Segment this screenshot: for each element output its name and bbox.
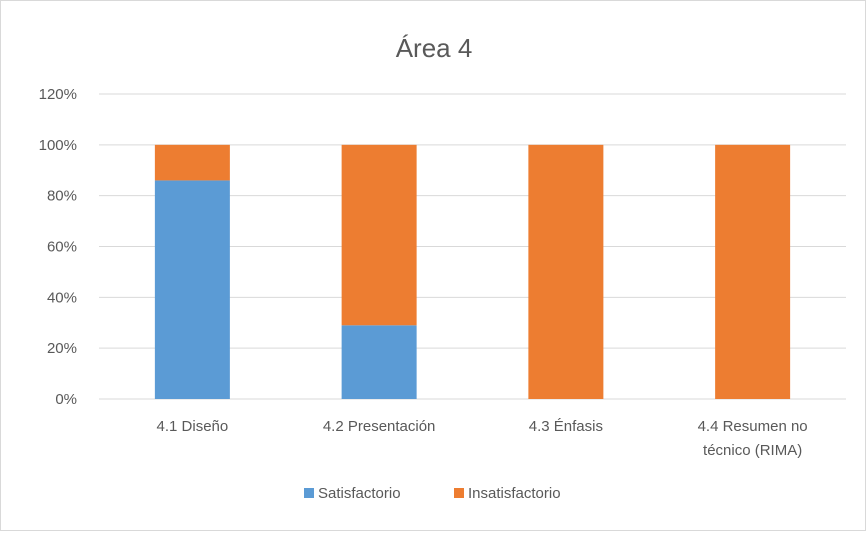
bar-insatisfactorio bbox=[154, 144, 230, 181]
y-axis-tick-labels: 0% 20% 40% 60% 80% 100% 120% bbox=[39, 86, 77, 408]
chart-title: Área 4 bbox=[396, 33, 473, 63]
legend-label: Insatisfactorio bbox=[468, 485, 561, 502]
y-tick-label: 20% bbox=[47, 340, 77, 357]
bar-satisfactorio bbox=[341, 325, 417, 399]
x-category-label: 4.4 Resumen no técnico (RIMA) bbox=[698, 418, 808, 459]
y-tick-label: 40% bbox=[47, 289, 77, 306]
y-tick-label: 120% bbox=[39, 86, 77, 103]
bar-insatisfactorio bbox=[528, 144, 604, 399]
x-category-label: 4.1 Diseño bbox=[157, 418, 229, 435]
x-axis-category-labels: 4.1 Diseño 4.2 Presentación 4.3 Énfasis 4.4… bbox=[157, 418, 808, 459]
legend: Satisfactorio Insatisfactorio bbox=[304, 485, 561, 502]
bars bbox=[154, 144, 791, 399]
bar-insatisfactorio bbox=[715, 144, 791, 399]
bar-satisfactorio bbox=[154, 180, 230, 399]
x-category-label: 4.3 Énfasis bbox=[529, 418, 603, 435]
y-tick-label: 80% bbox=[47, 188, 77, 205]
x-category-label: 4.2 Presentación bbox=[323, 418, 436, 435]
legend-label: Satisfactorio bbox=[318, 485, 401, 502]
y-tick-label: 0% bbox=[55, 391, 77, 408]
y-tick-label: 100% bbox=[39, 137, 77, 154]
legend-swatch bbox=[454, 488, 464, 498]
y-tick-label: 60% bbox=[47, 239, 77, 256]
legend-swatch bbox=[304, 488, 314, 498]
bar-insatisfactorio bbox=[341, 144, 417, 326]
